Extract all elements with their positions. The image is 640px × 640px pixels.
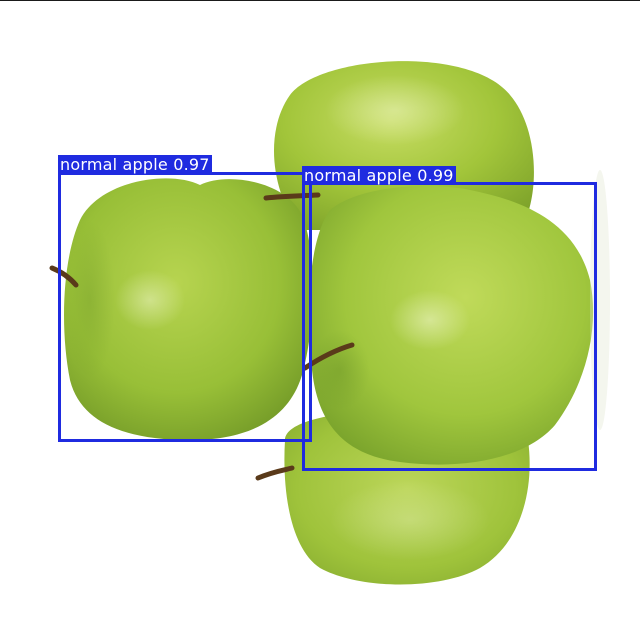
apple-left [49,178,321,440]
detection-label-left: normal apple 0.97 [58,155,212,174]
apple-back [273,61,534,230]
detection-box-right [302,182,597,471]
top-border-line [0,0,640,1]
detection-box-left [58,172,312,442]
apple-right [302,186,594,465]
detection-label-right: normal apple 0.99 [302,166,456,185]
